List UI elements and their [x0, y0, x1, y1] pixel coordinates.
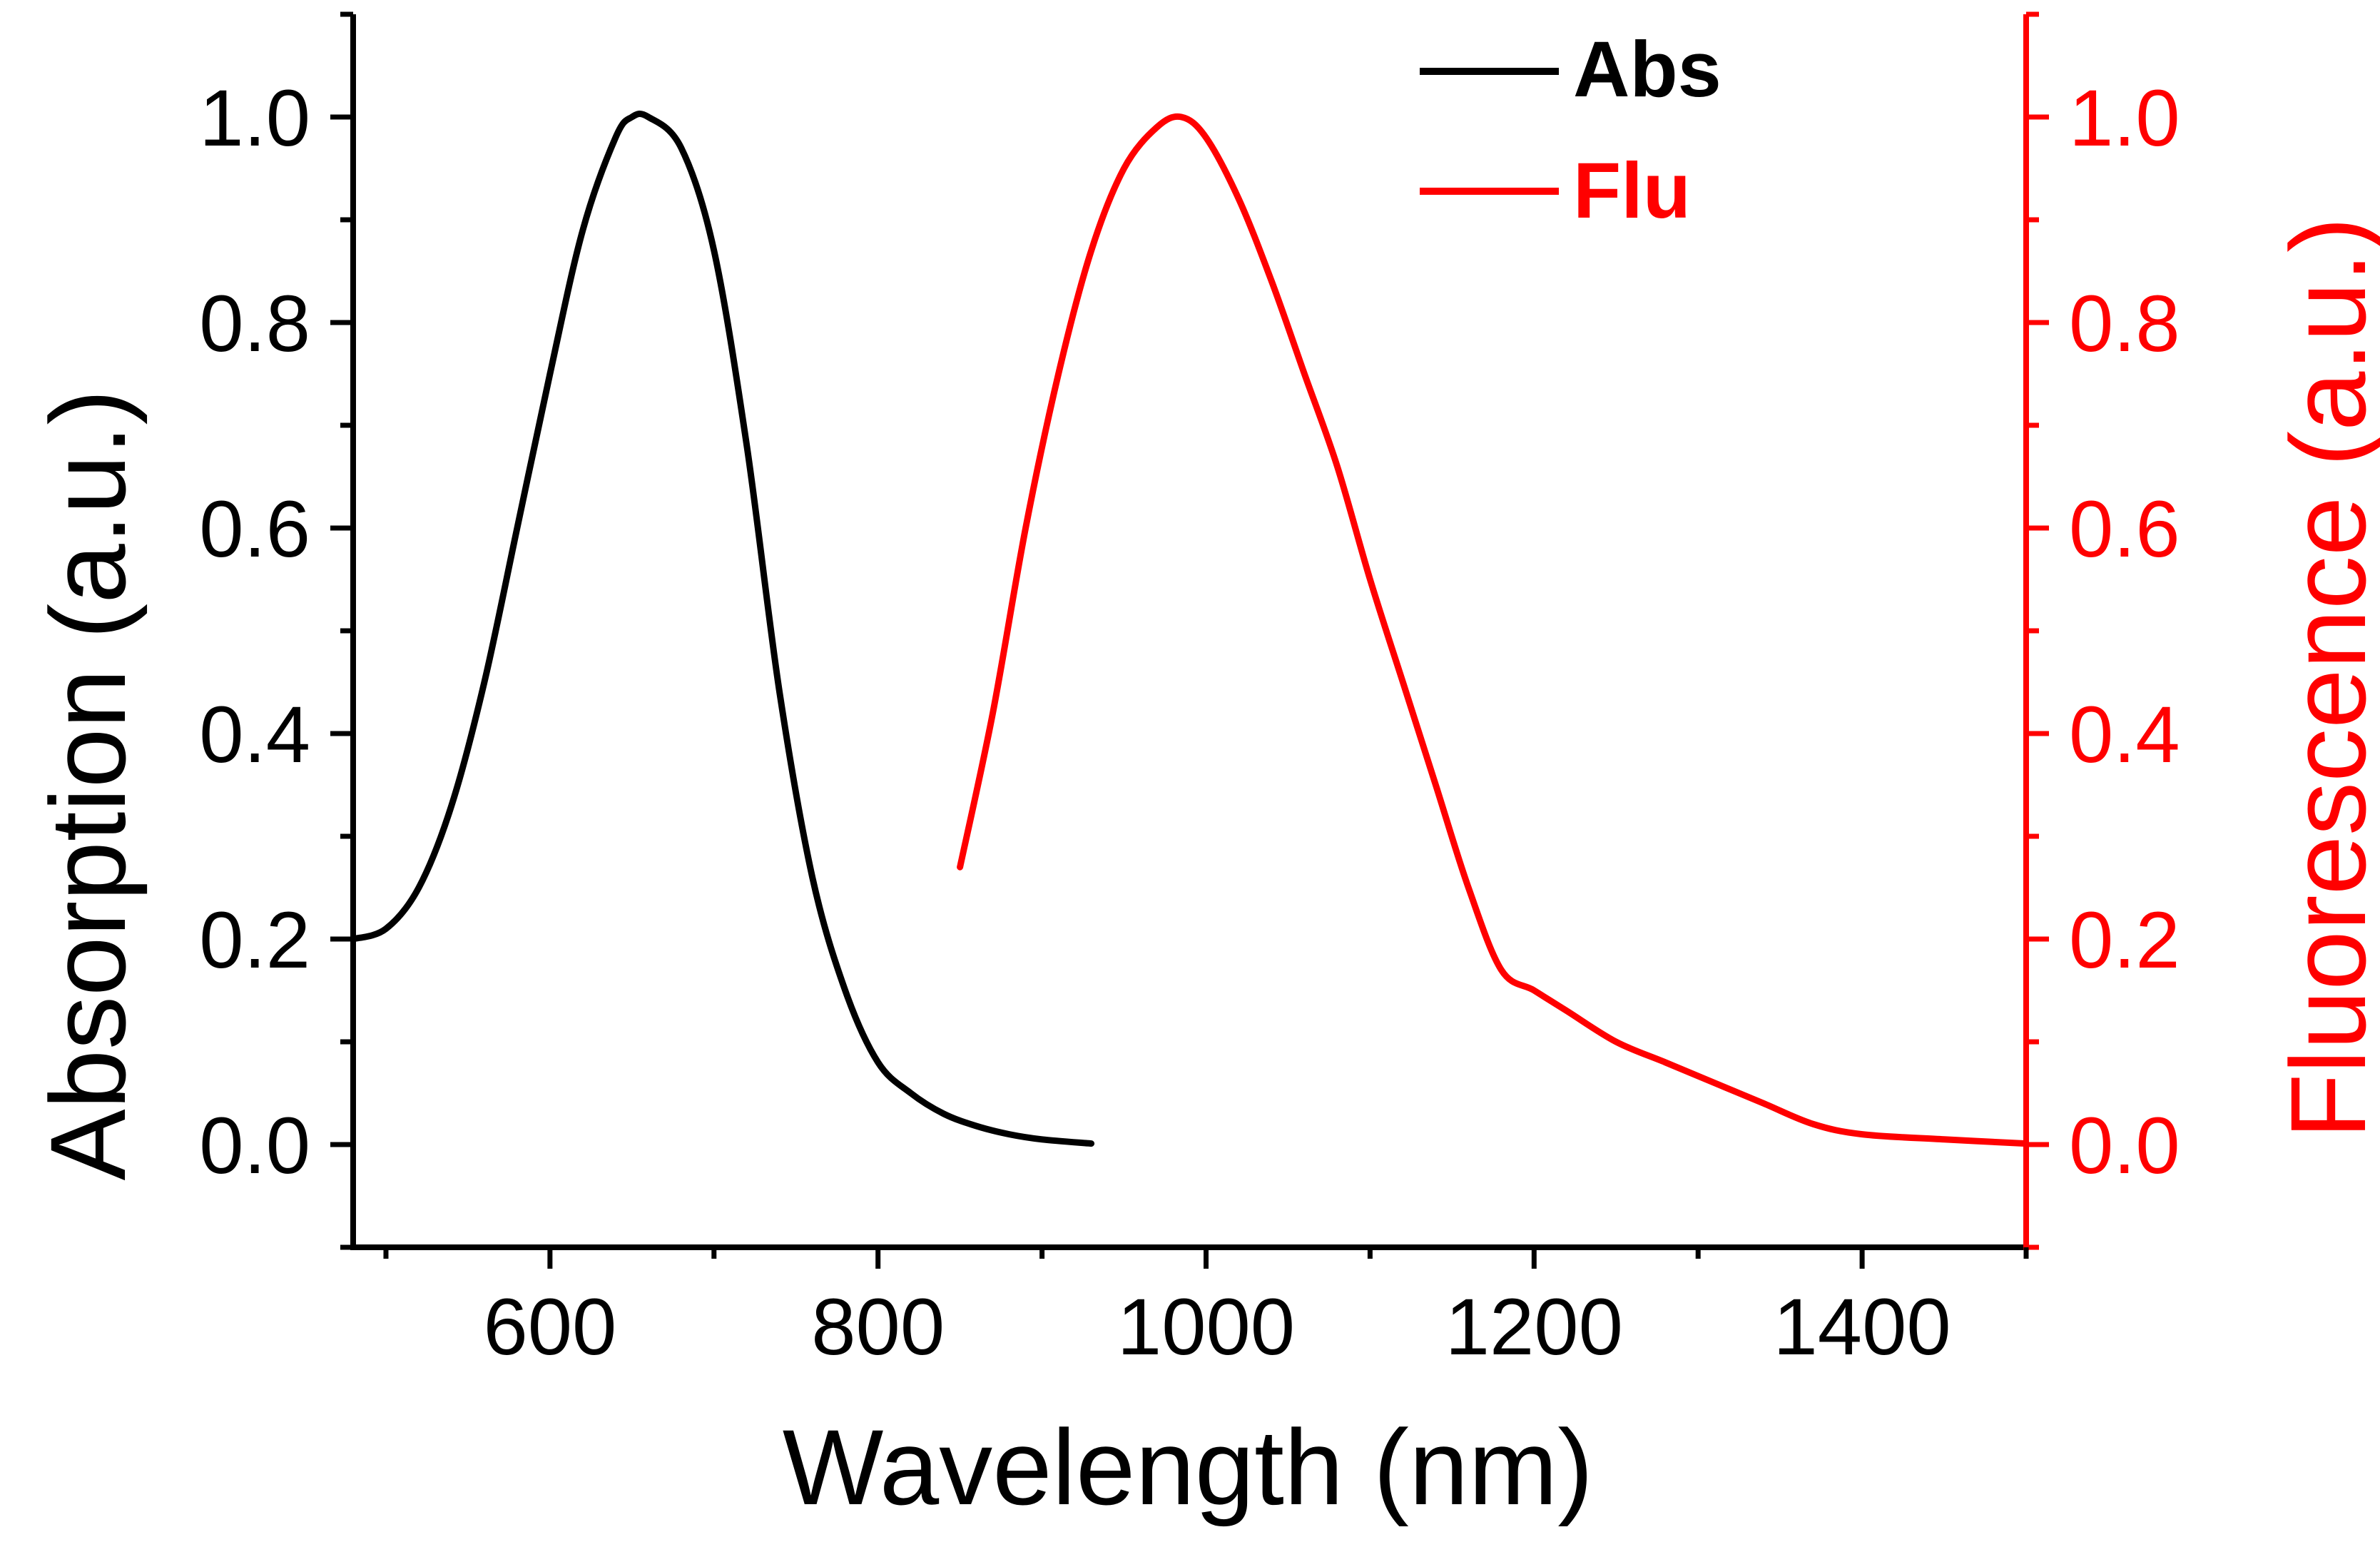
series-line-flu [957, 113, 2030, 1147]
y-right-tick-label: 0.6 [2069, 485, 2180, 574]
x-tick-label: 1400 [1774, 1282, 1951, 1371]
y-left-tick-label: 0.8 [199, 279, 310, 368]
y-right-tick-label: 1.0 [2069, 73, 2180, 163]
y-axis-title-right: Fluorescence (a.u.) [2268, 217, 2380, 1139]
y-left-tick-label: 1.0 [199, 73, 310, 163]
legend-label-flu: Flu [1573, 147, 1691, 235]
x-tick-label: 1000 [1117, 1282, 1295, 1371]
legend: Abs Flu [1420, 26, 1722, 235]
y-left-tick-label: 0.0 [199, 1101, 310, 1190]
x-axis-title: Wavelength (nm) [783, 1407, 1594, 1527]
y-axis-title-left: Absorption (a.u.) [28, 390, 148, 1181]
y-left-tick-label: 0.4 [199, 690, 310, 779]
x-tick-label: 1200 [1445, 1282, 1623, 1371]
x-tick-label: 600 [483, 1282, 616, 1371]
y-left-tick-label: 0.2 [199, 896, 310, 985]
legend-label-abs: Abs [1573, 26, 1722, 113]
y-right-tick-label: 0.4 [2069, 690, 2180, 779]
series-line-abs [350, 111, 1095, 1147]
y-right-tick-label: 0.2 [2069, 896, 2180, 985]
y-left-tick-label: 0.6 [199, 485, 310, 574]
x-tick-label: 800 [811, 1282, 945, 1371]
y-right-tick-label: 0.0 [2069, 1101, 2180, 1190]
y-right-tick-label: 0.8 [2069, 279, 2180, 368]
